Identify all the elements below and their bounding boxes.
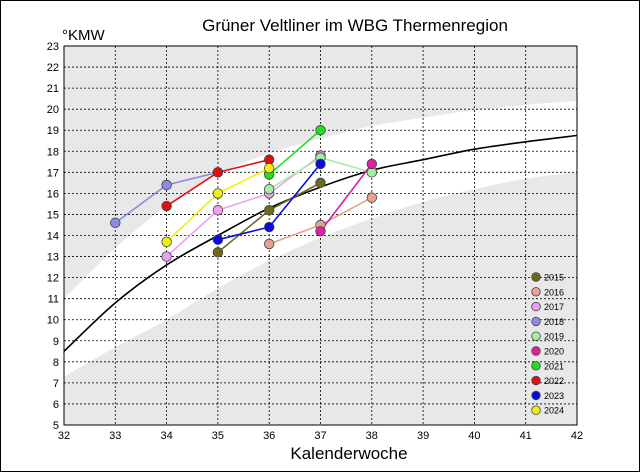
y-tick-label: 18 xyxy=(47,146,59,158)
legend-marker-2019 xyxy=(531,331,541,341)
data-point-2016 xyxy=(366,192,378,203)
y-tick-label: 13 xyxy=(47,252,59,264)
data-point-2017 xyxy=(161,251,172,262)
y-tick-label: 19 xyxy=(47,125,59,137)
data-point-2022 xyxy=(212,167,224,178)
y-tick-label: 16 xyxy=(47,188,59,200)
legend-label-2018: 2018 xyxy=(544,317,564,327)
y-tick-label: 10 xyxy=(47,315,59,327)
legend-label-2016: 2016 xyxy=(544,287,564,297)
series-line-2017 xyxy=(166,154,321,258)
legend: 2015 2016 2017 2018 2019 2020 2021 2022 2023 2024 xyxy=(531,272,564,416)
legend-label-2021: 2021 xyxy=(544,361,564,371)
x-tick-label: 38 xyxy=(366,430,378,442)
data-point-2023 xyxy=(315,158,326,170)
legend-label-2019: 2019 xyxy=(544,332,564,342)
legend-marker-2020 xyxy=(531,346,541,356)
y-tick-label: 6 xyxy=(53,399,59,411)
data-point-2016 xyxy=(264,238,275,250)
y-tick-label: 21 xyxy=(47,83,59,95)
y-tick-label: 11 xyxy=(48,294,59,306)
legend-marker-2024 xyxy=(531,405,541,415)
data-point-2018 xyxy=(161,179,172,191)
data-point-2017 xyxy=(212,205,224,216)
data-point-2015 xyxy=(315,177,326,189)
legend-label-2017: 2017 xyxy=(544,302,564,312)
plot-area: 32 33 34 35 36 37 38 39 40 41 42 5 6 7 8 9 10 11 12 13 14 15 1… xyxy=(47,41,583,442)
legend-marker-2022 xyxy=(531,375,541,386)
y-tick-label: 9 xyxy=(53,336,59,348)
y-tick-label: 15 xyxy=(47,209,59,221)
legend-label-2024: 2024 xyxy=(544,406,564,416)
legend-label-2022: 2022 xyxy=(544,376,564,386)
data-point-2020 xyxy=(315,226,326,237)
x-tick-label: 40 xyxy=(468,430,480,442)
y-axis-label: °KMW xyxy=(62,27,105,44)
data-point-2021 xyxy=(315,125,326,136)
data-point-2023 xyxy=(212,234,224,245)
series-line-2020 xyxy=(319,163,373,232)
data-point-2023 xyxy=(264,221,275,233)
legend-marker-2015 xyxy=(531,272,541,282)
chart-title: Grüner Veltliner im WBG Thermenregion xyxy=(202,16,508,35)
x-tick-label: 39 xyxy=(417,430,429,442)
data-point-2019 xyxy=(264,183,275,195)
y-tick-label: 22 xyxy=(47,62,59,74)
y-tick-label: 12 xyxy=(47,273,59,285)
legend-marker-2021 xyxy=(531,361,541,371)
x-tick-label: 36 xyxy=(263,430,275,442)
x-tick-label: 42 xyxy=(571,430,583,442)
y-tick-label: 23 xyxy=(47,41,59,53)
y-tick-label: 17 xyxy=(47,167,59,179)
x-axis-label: Kalenderwoche xyxy=(290,444,407,463)
data-point-2024 xyxy=(212,188,224,199)
x-tick-label: 33 xyxy=(109,430,121,442)
data-point-2015 xyxy=(212,247,224,258)
legend-label-2015: 2015 xyxy=(544,273,564,283)
x-tick-label: 35 xyxy=(212,430,224,442)
y-tick-label: 20 xyxy=(47,104,59,116)
y-tick-label: 7 xyxy=(53,378,59,390)
y-tick-label: 8 xyxy=(53,357,59,369)
legend-marker-2016 xyxy=(531,287,541,297)
legend-marker-2017 xyxy=(531,301,541,312)
series-line-2021 xyxy=(268,129,322,176)
data-point-2024 xyxy=(161,236,172,248)
data-point-2022 xyxy=(161,200,172,212)
data-point-2024 xyxy=(264,162,275,174)
plot-border xyxy=(63,45,578,426)
y-tick-label: 5 xyxy=(53,420,59,432)
data-point-2020 xyxy=(366,158,378,170)
data-point-2015 xyxy=(264,205,275,216)
x-tick-label: 37 xyxy=(314,430,326,442)
y-tick-label: 14 xyxy=(47,231,59,243)
legend-label-2023: 2023 xyxy=(544,391,564,401)
x-tick-label: 41 xyxy=(520,430,532,442)
legend-marker-2018 xyxy=(531,316,541,327)
legend-label-2020: 2020 xyxy=(544,347,564,357)
data-point-2018 xyxy=(110,217,121,229)
x-tick-label: 34 xyxy=(160,430,172,442)
x-tick-label: 32 xyxy=(58,430,70,442)
legend-marker-2023 xyxy=(531,390,541,401)
